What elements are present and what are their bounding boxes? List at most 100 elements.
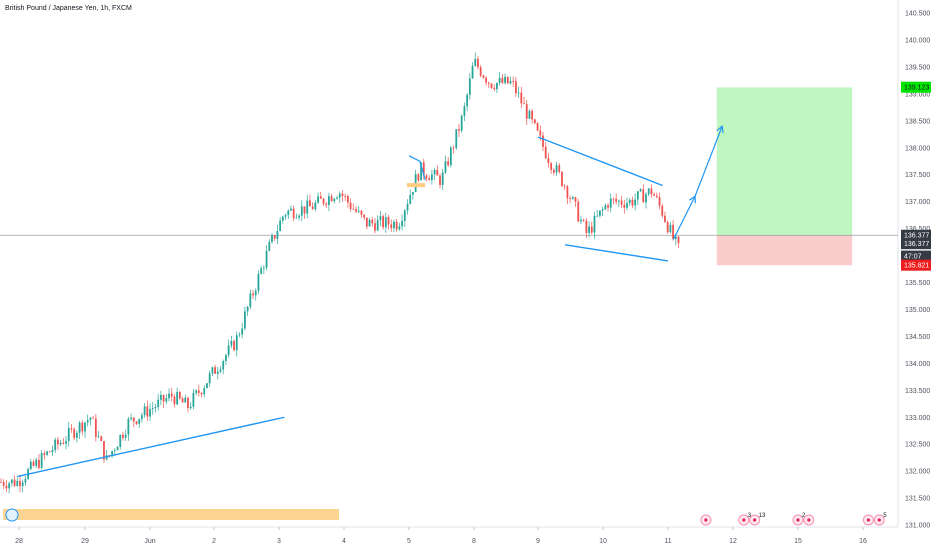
candle-body <box>542 135 544 147</box>
x-tick-label: 29 <box>81 538 89 545</box>
event-marker-dot <box>877 518 881 522</box>
candle-body <box>138 418 141 424</box>
candle-body <box>403 210 406 221</box>
candle-body <box>585 220 588 233</box>
candle-body <box>235 335 238 351</box>
candle-body <box>387 217 390 225</box>
target-zone <box>716 87 853 236</box>
candle-body <box>357 210 360 212</box>
candle-body <box>249 293 252 307</box>
candle-body <box>97 436 100 438</box>
price-badge <box>901 259 931 271</box>
candle-body <box>390 224 393 229</box>
candle-body <box>661 205 664 216</box>
candle-body <box>322 198 325 204</box>
candle-body <box>449 147 452 166</box>
candle-body <box>455 129 458 148</box>
candle-body <box>531 110 534 120</box>
candle-body <box>13 479 16 486</box>
candle-body <box>208 373 211 384</box>
candle-body <box>154 407 157 409</box>
candle-body <box>363 214 366 218</box>
price-badge <box>901 238 931 250</box>
logo-icon[interactable] <box>5 508 19 522</box>
candle-body <box>311 206 314 210</box>
candle-body <box>168 393 170 399</box>
flag-highlight <box>407 183 425 188</box>
candle-body <box>222 360 225 370</box>
candle-body <box>631 199 634 206</box>
event-marker-dot <box>753 518 757 522</box>
candle-body <box>287 210 290 216</box>
projection-path <box>672 125 723 240</box>
candle-body <box>365 217 368 227</box>
price-badge <box>901 229 931 241</box>
candle-body <box>206 383 208 389</box>
candle-body <box>409 194 412 204</box>
candle-body <box>48 451 51 453</box>
candle-body <box>539 130 542 136</box>
event-marker-dot <box>866 518 871 522</box>
candle-body <box>628 199 631 204</box>
candle-body <box>428 178 431 181</box>
candle-body <box>276 230 279 239</box>
candle-body <box>116 446 119 451</box>
candle-body <box>647 188 650 195</box>
x-tick-label: 3 <box>277 538 281 545</box>
candle-body <box>674 236 677 239</box>
candle-body <box>32 461 35 466</box>
wedge-upper-line <box>537 136 663 187</box>
candle-body <box>382 216 385 228</box>
event-count: 5 <box>883 513 887 519</box>
rising-trendline <box>17 416 285 478</box>
candle-body <box>582 219 585 221</box>
candle-body <box>244 311 246 329</box>
candle-body <box>8 483 11 489</box>
candle-body <box>227 345 230 356</box>
candle-body <box>533 119 536 124</box>
wedge-lower-line <box>564 244 669 262</box>
candle-body <box>195 390 198 393</box>
candle-body <box>444 161 447 173</box>
candles <box>0 52 680 494</box>
candle-body <box>498 77 501 83</box>
candle-body <box>634 199 637 206</box>
candle-body <box>555 165 558 173</box>
candle-body <box>468 78 471 95</box>
candle-body <box>506 76 509 84</box>
candle-body <box>29 461 32 470</box>
candle-body <box>281 216 284 221</box>
candle-body <box>265 250 268 268</box>
candle-body <box>252 293 254 296</box>
x-tick-label: 11 <box>664 538 671 545</box>
candle-body <box>558 165 561 172</box>
event-count: 13 <box>759 513 766 519</box>
candle-body <box>89 417 92 421</box>
candle-body <box>395 221 398 230</box>
arrowhead-icon <box>688 195 696 204</box>
x-tick-label: 28 <box>15 538 23 545</box>
candle-body <box>21 482 24 487</box>
candle-body <box>433 169 436 175</box>
candle-body <box>544 146 547 159</box>
event-marker-dot <box>742 518 746 522</box>
candle-body <box>636 191 639 200</box>
candle-body <box>314 202 317 210</box>
candle-body <box>645 194 647 203</box>
candle-body <box>181 398 184 403</box>
candle-body <box>86 420 89 423</box>
candle-body <box>165 398 168 402</box>
candle-body <box>103 441 105 460</box>
candle-body <box>300 206 303 216</box>
event-marker-dot <box>807 518 811 522</box>
candle-body <box>317 196 319 203</box>
price-badge-label: 47:07 <box>904 254 922 261</box>
candle-body <box>92 417 95 419</box>
candle-body <box>620 200 623 205</box>
candle-body <box>604 205 607 210</box>
candle-body <box>344 196 347 197</box>
x-tick-label: 8 <box>472 538 476 545</box>
candle-body <box>241 328 244 335</box>
candle-body <box>430 174 433 181</box>
